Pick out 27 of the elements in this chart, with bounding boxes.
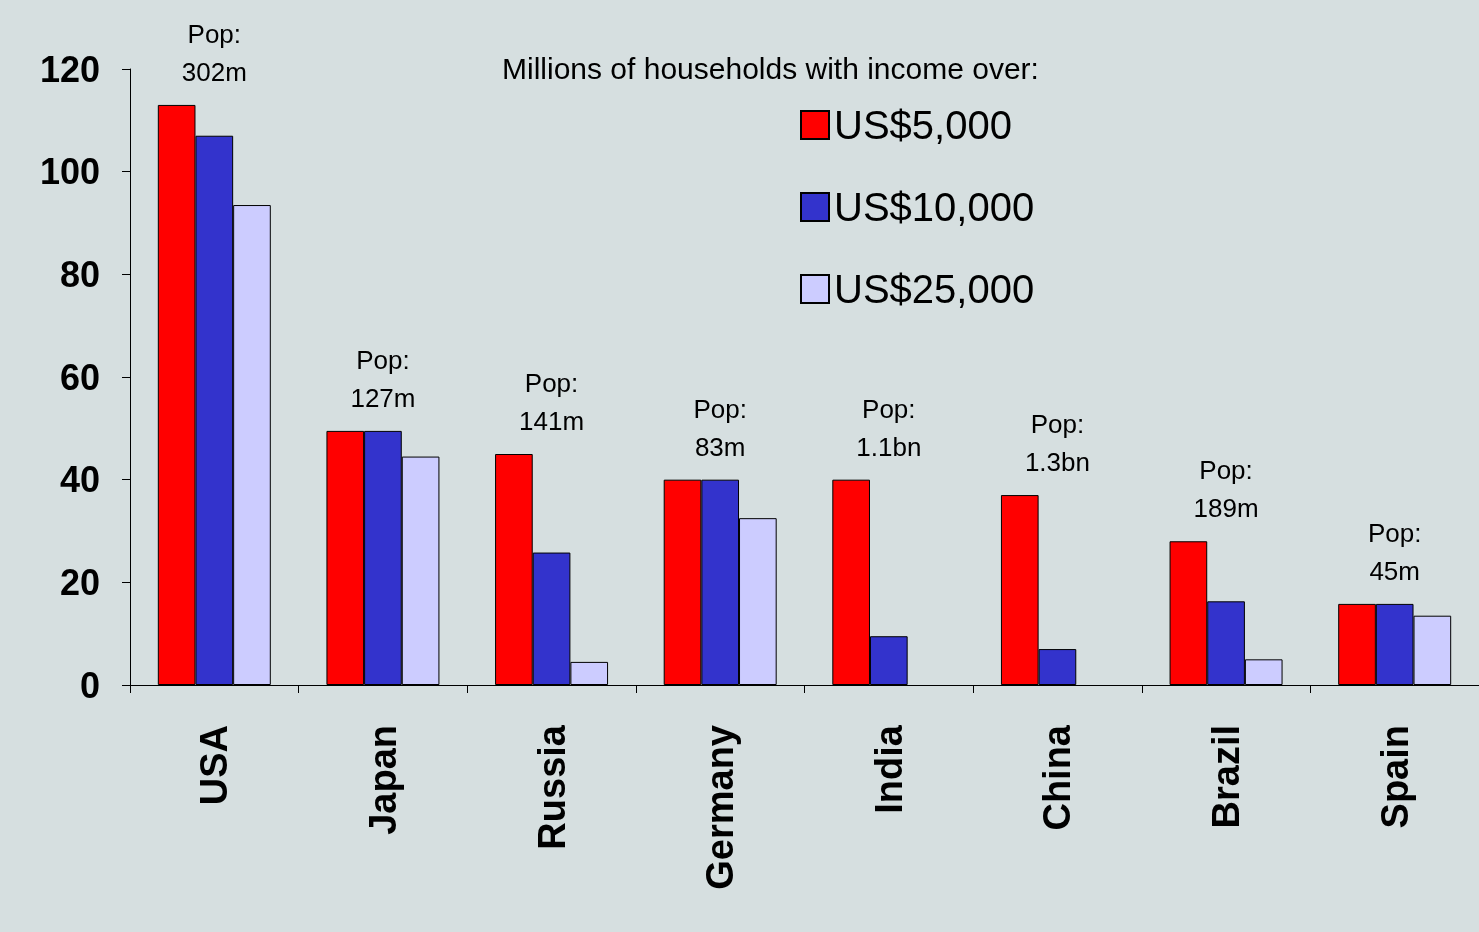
y-tick-label: 120 xyxy=(39,48,100,90)
x-tick-label: Spain xyxy=(1373,725,1416,829)
y-tick-label: 40 xyxy=(59,459,100,501)
annotation: Pop: 83m xyxy=(693,393,747,462)
y-tick-label: 100 xyxy=(39,151,100,193)
x-tick-label: Brazil xyxy=(1205,725,1248,829)
annotation: Pop: 189m xyxy=(1193,455,1259,524)
annotation: Pop: 302m xyxy=(181,18,247,87)
annotation: Pop: 45m xyxy=(1367,517,1422,586)
legend-title: Millions of households with income over: xyxy=(502,51,1039,85)
y-tick-label: 60 xyxy=(59,356,100,398)
x-tick-label: USA xyxy=(193,725,236,806)
annotation: Pop: 141m xyxy=(519,368,585,436)
x-tick-label: China xyxy=(1036,724,1079,831)
legend-label: US$25,000 xyxy=(834,267,1035,311)
legend-label: US$5,000 xyxy=(834,103,1012,147)
x-tick-label: India xyxy=(867,724,910,814)
y-tick-label: 80 xyxy=(59,253,100,295)
annotation: Pop: 1.1bn xyxy=(856,393,922,462)
y-tick-label: 0 xyxy=(79,664,100,706)
x-tick-label: Germany xyxy=(699,725,742,890)
annotation: Pop: 1.3bn xyxy=(1024,409,1090,478)
x-tick-label: Japan xyxy=(361,725,404,835)
x-tick-label: Russia xyxy=(530,724,573,850)
annotation: Pop: 127m xyxy=(350,344,416,413)
y-tick-label: 20 xyxy=(59,561,100,603)
legend-label: US$10,000 xyxy=(834,185,1035,229)
